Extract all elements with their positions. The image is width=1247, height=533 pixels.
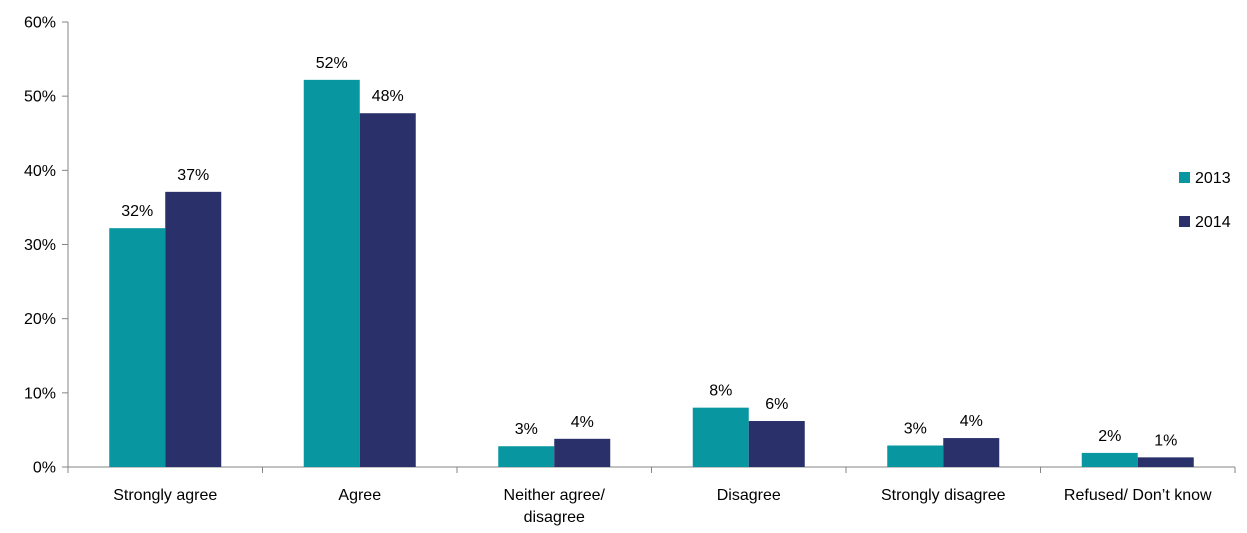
data-label-2014-3: 6%: [765, 396, 788, 413]
x-category-label-line: Agree: [338, 487, 381, 504]
bars: [109, 79, 1194, 467]
bar-2014-5: [1137, 457, 1194, 467]
x-category-label-line: Refused/ Don’t know: [1064, 487, 1212, 504]
data-label-2014-0: 37%: [177, 167, 209, 184]
data-label-2013-5: 2%: [1098, 428, 1121, 445]
bar-2013-0: [109, 228, 166, 467]
x-category-label-line: disagree: [524, 509, 585, 526]
data-label-2014-5: 1%: [1154, 432, 1177, 449]
bar-2014-0: [165, 191, 222, 467]
y-tick-label: 10%: [24, 385, 56, 402]
x-category-label-line: Neither agree/: [504, 487, 606, 504]
legend-label-2014: 2014: [1195, 214, 1231, 231]
data-label-2013-4: 3%: [904, 420, 927, 437]
data-label-2013-1: 52%: [316, 55, 348, 72]
x-category-label: Refused/ Don’t know: [1064, 487, 1212, 504]
legend: 2013 2014: [1179, 170, 1231, 231]
x-category-label: Agree: [338, 487, 381, 504]
x-category-label-line: Strongly agree: [113, 487, 217, 504]
data-labels: 32% 52% 3% 8% 3% 2% 37% 48% 4% 6% 4% 1%: [121, 55, 1177, 450]
y-axis: 0% 10% 20% 30% 40% 50% 60%: [24, 15, 69, 477]
y-tick-label: 0%: [33, 460, 56, 477]
x-category-label: Strongly agree: [113, 487, 217, 504]
bar-2013-3: [692, 407, 749, 467]
y-tick-label: 20%: [24, 311, 56, 328]
x-category-label: Disagree: [717, 487, 781, 504]
legend-swatch-2013: [1179, 172, 1190, 183]
y-tick-label: 40%: [24, 163, 56, 180]
x-axis: Strongly agree Agree Neither agree/disagre…: [67, 466, 1236, 526]
data-label-2013-3: 8%: [709, 383, 732, 400]
bar-2014-3: [748, 421, 805, 467]
data-label-2014-4: 4%: [960, 413, 983, 430]
y-tick-label: 50%: [24, 89, 56, 106]
x-category-label: Strongly disagree: [881, 487, 1006, 504]
bar-2014-1: [359, 113, 416, 467]
bar-2014-4: [943, 438, 1000, 467]
legend-swatch-2014: [1179, 216, 1190, 227]
data-label-2013-2: 3%: [515, 421, 538, 438]
data-label-2014-1: 48%: [372, 88, 404, 105]
bar-2013-2: [498, 446, 555, 467]
data-label-2014-2: 4%: [571, 414, 594, 431]
x-category-label-line: Disagree: [717, 487, 781, 504]
y-tick-label: 30%: [24, 237, 56, 254]
x-category-label-line: Strongly disagree: [881, 487, 1006, 504]
bar-2014-2: [554, 438, 611, 467]
bar-2013-4: [887, 445, 944, 467]
x-category-label: Neither agree/disagree: [504, 487, 606, 526]
legend-label-2013: 2013: [1195, 170, 1231, 187]
data-label-2013-0: 32%: [121, 203, 153, 220]
y-tick-label: 60%: [24, 15, 56, 32]
bar-2013-1: [303, 79, 360, 467]
bar-2013-5: [1081, 452, 1138, 467]
